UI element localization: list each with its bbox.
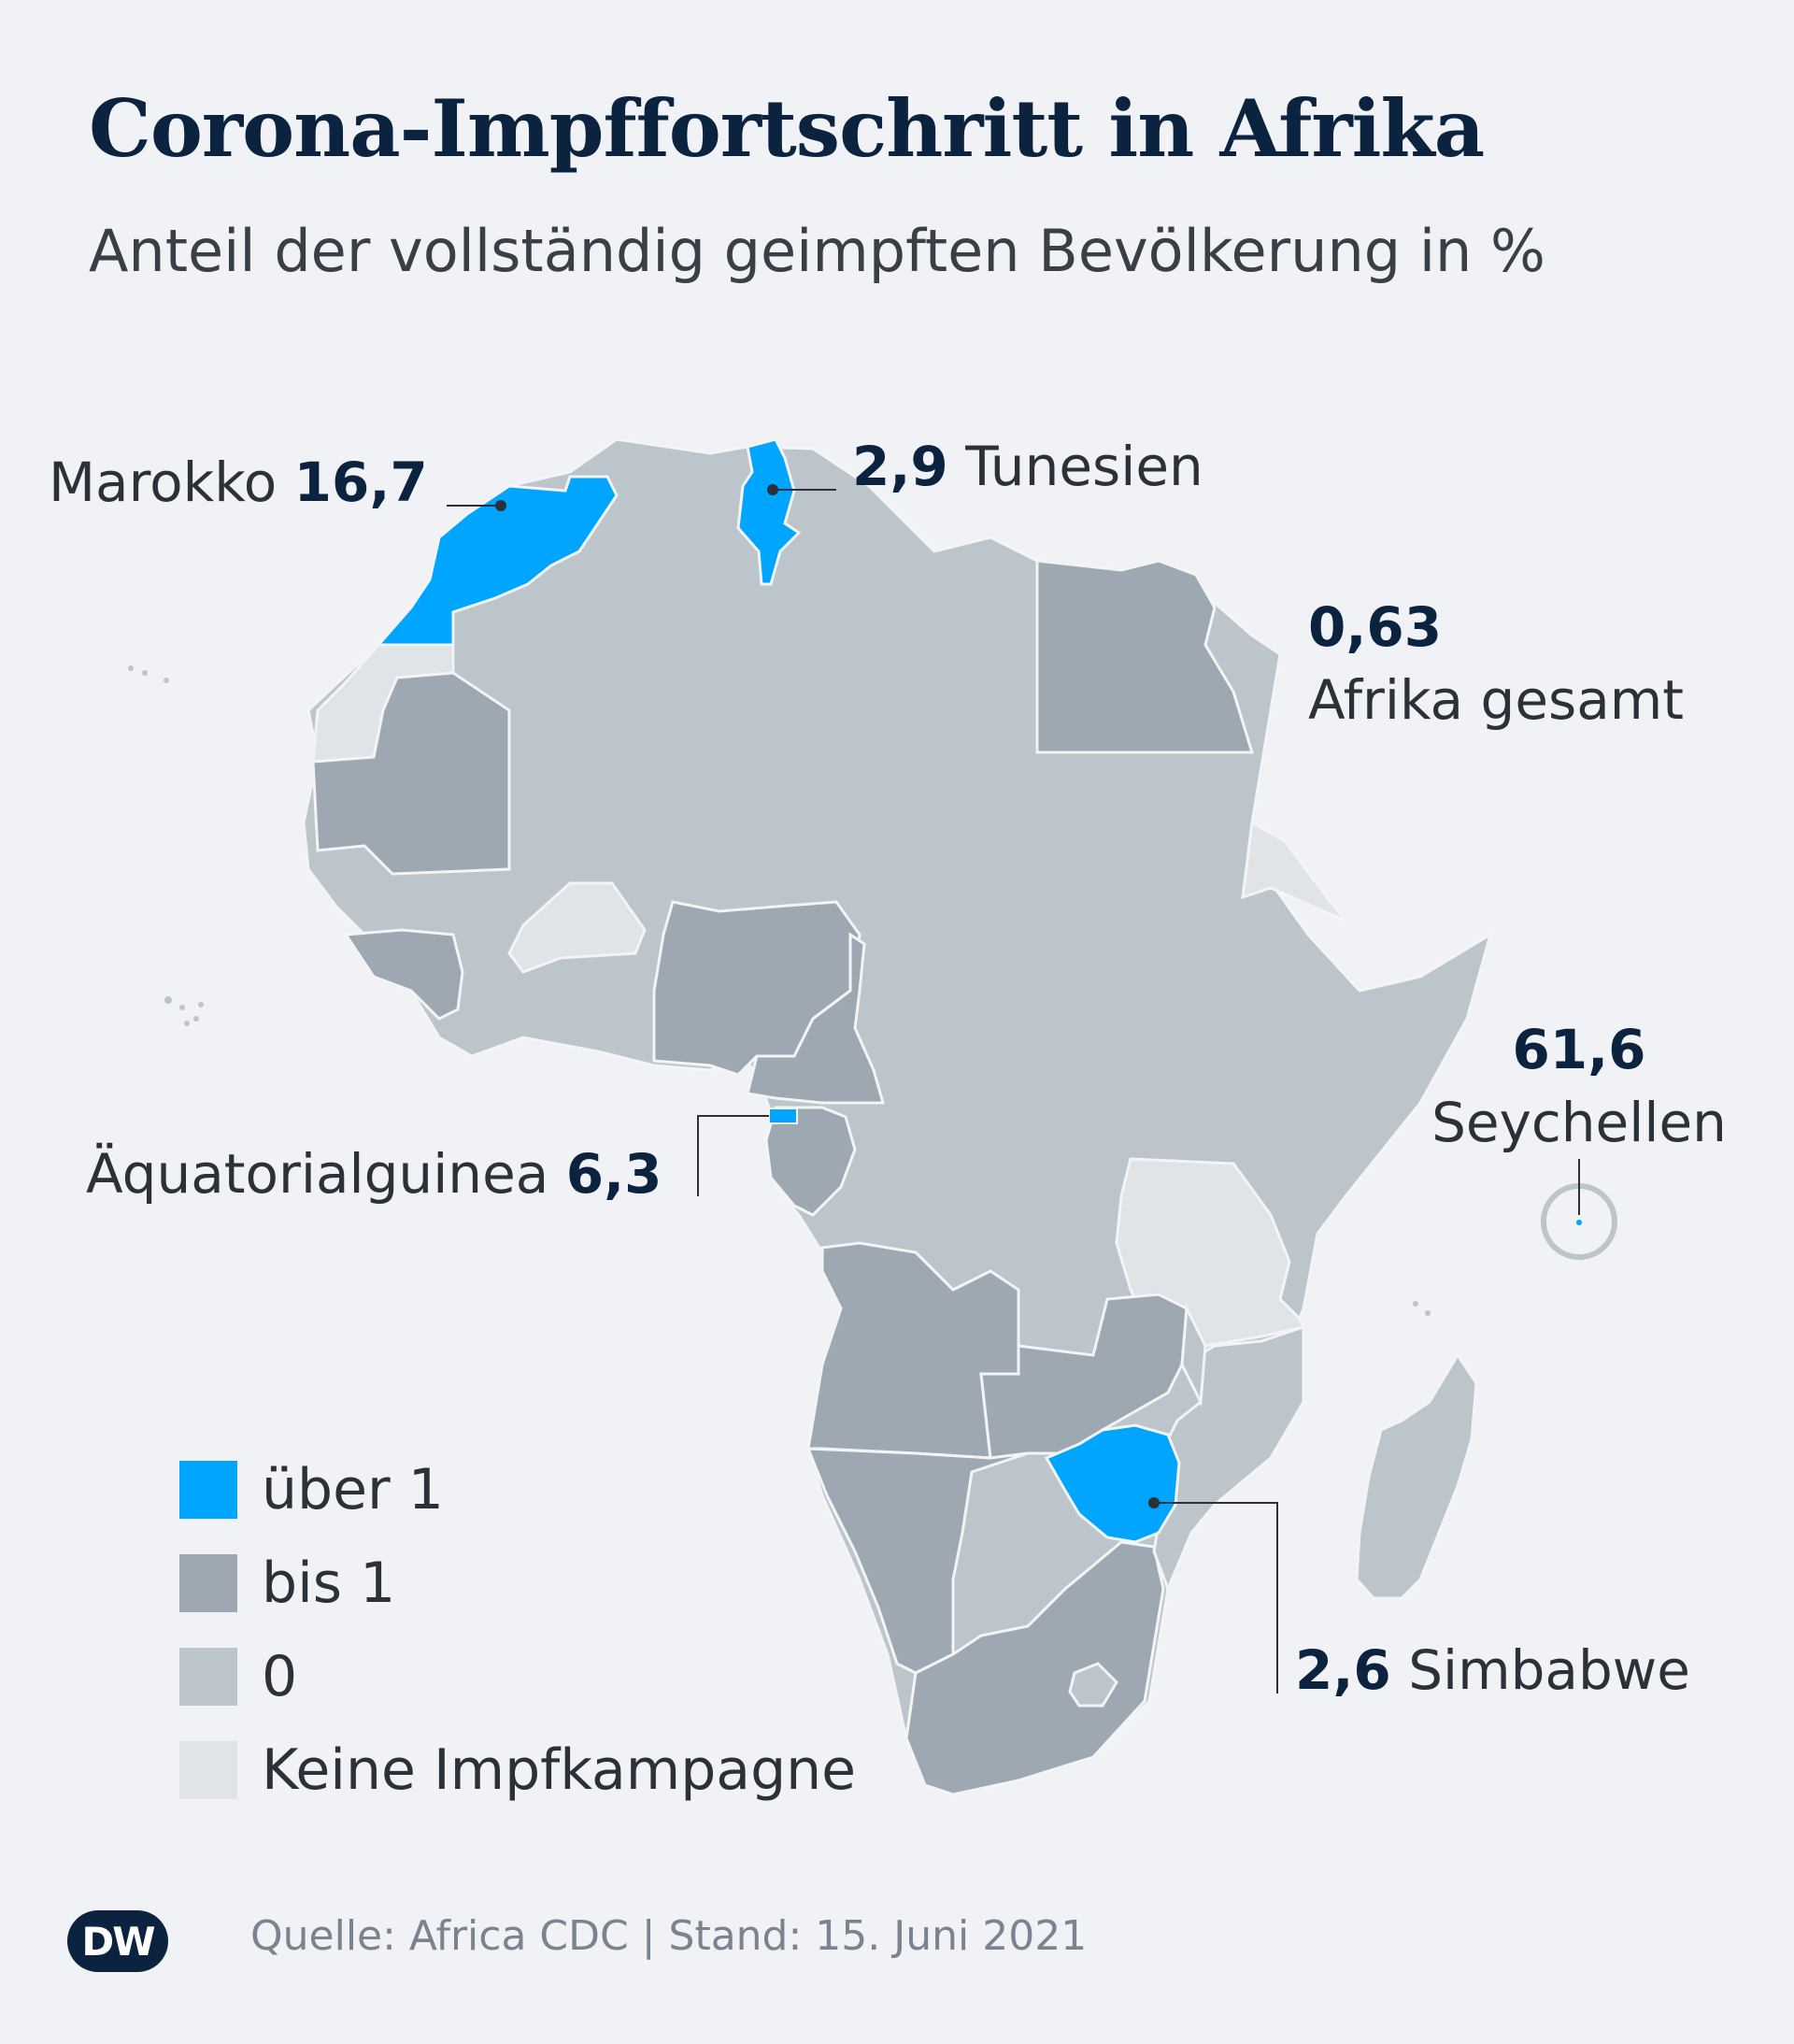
legend-label: 0 [262,1644,298,1709]
page-title: Corona-Impffortschritt in Afrika [89,82,1485,175]
label-aequatorialguinea: Äquatorialguinea 6,3 [86,1142,662,1206]
legend-item-keine: Keine Impfkampagne [179,1723,856,1817]
label-tunesien-name: Tunesien [965,435,1203,498]
country-zambia [979,1293,1189,1460]
page-subtitle: Anteil der vollständig geimpften Bevölke… [89,217,1545,285]
label-marokko-name: Marokko [49,450,278,514]
country-southafrica [904,1540,1165,1796]
label-aequatorialguinea-value: 6,3 [565,1142,662,1206]
country-gabon [764,1106,857,1217]
country-eritrea [1241,820,1347,922]
legend-swatch [179,1741,237,1799]
label-marokko-value: 16,7 [293,450,428,514]
label-seychellen-name: Seychellen [1431,1091,1727,1154]
country-egypt [1035,559,1255,754]
label-afrika-value: 0,63 [1308,595,1443,659]
label-seychellen-value: 61,6 [1512,1018,1646,1081]
country-guinea [343,928,464,1021]
legend-item-null: 0 [179,1630,856,1723]
dw-logo: DW [67,1910,168,1972]
country-equatorialguinea [768,1108,798,1124]
label-afrika-name: Afrika gesamt [1308,668,1685,732]
leader-simbabwe [1154,1502,1278,1694]
comoros-islands [1413,1301,1431,1316]
country-morocco [375,475,619,647]
legend-swatch [179,1461,237,1519]
country-mozambique [1152,1324,1305,1594]
legend-label: über 1 [262,1457,444,1522]
country-namibia [805,1447,1029,1675]
country-mauritania [311,671,511,876]
label-afrika: 0,63 Afrika gesamt [1308,591,1684,736]
country-zimbabwe [1044,1423,1181,1544]
label-marokko: Marokko 16,7 [49,450,428,514]
legend-item-ueber-1: über 1 [179,1443,856,1537]
country-tunisia [736,437,802,586]
legend-item-bis-1: bis 1 [179,1537,856,1630]
seychelles-island [1576,1220,1582,1225]
label-aequatorialguinea-name: Äquatorialguinea [86,1142,549,1206]
cape-verde-islands [164,996,204,1026]
leader-dots [495,484,1160,1508]
label-simbabwe-value: 2,6 [1295,1638,1391,1702]
legend: über 1 bis 1 0 Keine Impfkampagne [179,1443,856,1817]
source-text: Quelle: Africa CDC | Stand: 15. Juni 202… [250,1912,1088,1960]
legend-swatch [179,1554,237,1612]
legend-label: bis 1 [262,1551,396,1616]
label-tunesien: 2,9 Tunesien [852,435,1203,498]
leader-aequatorialguinea [697,1115,769,1196]
country-malawi [1180,1303,1207,1408]
label-simbabwe-name: Simbabwe [1408,1638,1690,1702]
country-madagascar [1355,1352,1478,1600]
country-burkina [507,881,647,974]
country-lesotho [1068,1662,1118,1708]
canary-islands [128,665,169,683]
country-cameroon [746,932,885,1105]
label-simbabwe: 2,6 Simbabwe [1295,1638,1690,1702]
leader-lines [447,489,1580,1694]
label-seychellen: 61,6 Seychellen [1430,1013,1729,1159]
label-tunesien-value: 2,9 [852,435,948,498]
legend-swatch [179,1648,237,1706]
legend-label: Keine Impfkampagne [262,1737,857,1803]
